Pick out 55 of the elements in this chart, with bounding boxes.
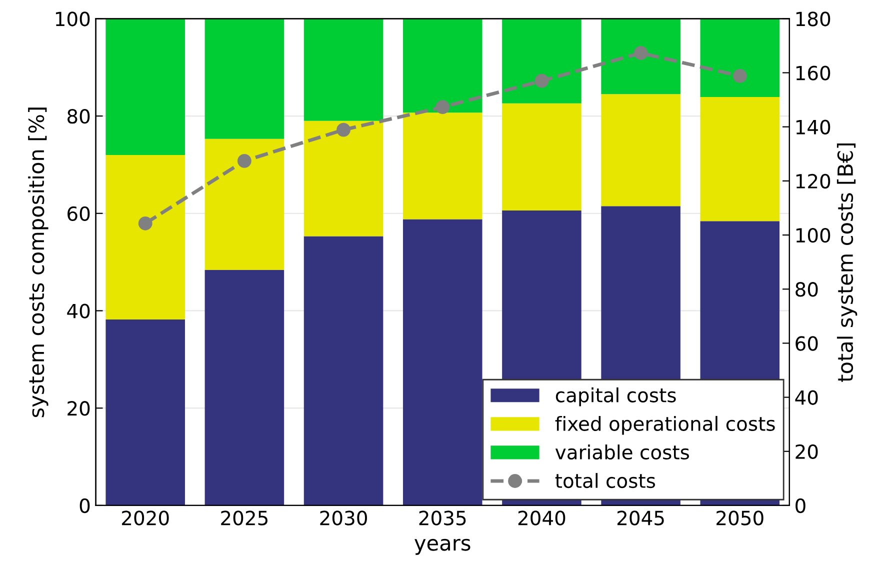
x-axis-title: years xyxy=(414,538,470,555)
x-tick-label: 2020 xyxy=(122,510,169,526)
legend-label: total costs xyxy=(555,473,656,488)
y-tick-label: 60 xyxy=(68,206,90,222)
point xyxy=(732,69,747,83)
y2-tick-label: 120 xyxy=(796,174,830,189)
bar xyxy=(304,18,384,121)
bar xyxy=(304,120,384,236)
point xyxy=(138,216,152,230)
x-tick-label: 2035 xyxy=(419,510,466,526)
bar xyxy=(106,18,185,155)
bar xyxy=(204,18,284,139)
y-tick-label: 100 xyxy=(56,12,90,26)
bar xyxy=(204,138,284,270)
point xyxy=(534,74,549,88)
x-tick-label: 2030 xyxy=(320,510,367,526)
legend-label: fixed operational costs xyxy=(555,416,775,435)
y-tick-label: 40 xyxy=(67,304,90,318)
y-tick-label: 0 xyxy=(80,498,90,514)
bar xyxy=(700,97,780,222)
point xyxy=(336,122,350,137)
y2-tick-label: 80 xyxy=(796,282,818,297)
y2-tick-label: 60 xyxy=(796,336,818,351)
bar xyxy=(502,103,582,210)
y2-tick-label: 160 xyxy=(796,66,830,80)
y2-tick-label: 0 xyxy=(796,498,806,514)
point xyxy=(237,154,252,168)
y-tick-label: 20 xyxy=(68,401,90,416)
y2-tick-label: 100 xyxy=(796,228,830,243)
bar xyxy=(402,219,482,506)
y2-axis-title: total system costs [B€] xyxy=(836,143,858,382)
point xyxy=(436,100,450,114)
y2-tick-label: 140 xyxy=(796,120,830,134)
bar xyxy=(304,236,384,506)
y-tick-label: 80 xyxy=(68,108,90,124)
bar xyxy=(700,18,780,98)
bar xyxy=(402,112,482,220)
bar xyxy=(106,320,185,506)
y2-tick-label: 20 xyxy=(796,444,818,460)
bar xyxy=(106,154,185,320)
bar xyxy=(502,18,582,104)
y-axis-title: system costs composition [%] xyxy=(28,108,48,418)
x-tick-label: 2045 xyxy=(617,510,664,526)
y2-tick-label: 180 xyxy=(796,12,830,26)
x-tick-label: 2050 xyxy=(716,510,764,526)
point xyxy=(634,46,648,60)
legend-label: capital costs xyxy=(556,387,676,406)
bar xyxy=(601,18,680,94)
y2-tick-label: 40 xyxy=(795,390,818,405)
bar xyxy=(402,18,482,113)
bar xyxy=(601,94,680,206)
x-tick-label: 2040 xyxy=(518,510,566,526)
legend-label: variable costs xyxy=(555,444,689,460)
x-tick-label: 2025 xyxy=(221,510,268,526)
bar xyxy=(204,270,284,506)
